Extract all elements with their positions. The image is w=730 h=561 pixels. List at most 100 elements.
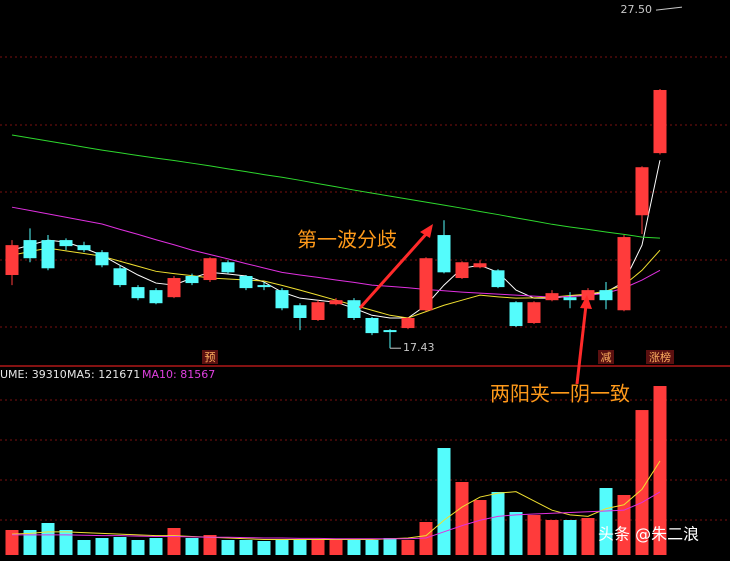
candle-body — [185, 276, 199, 284]
candle-body — [509, 302, 523, 327]
candle-body — [383, 330, 397, 333]
candle-body — [5, 245, 19, 276]
candle-body — [221, 262, 235, 273]
candle-body — [491, 270, 505, 288]
volume-bar — [473, 500, 487, 555]
legend-entry: UME: 39310 — [0, 368, 67, 381]
volume-bar — [95, 538, 109, 555]
volume-bar — [239, 540, 253, 555]
category-label: 预 — [205, 351, 216, 364]
candle-body — [347, 300, 361, 318]
ma-line — [11, 460, 661, 541]
grid — [0, 56, 730, 521]
annotation: 第一波分歧 — [297, 228, 397, 252]
candle-body — [23, 240, 37, 259]
volume-bar — [5, 530, 19, 555]
candle-body — [473, 263, 487, 268]
candle-body — [95, 252, 109, 266]
price-label: 17.43 — [403, 341, 435, 354]
arrow-head — [580, 295, 592, 309]
category-badge — [598, 350, 614, 364]
volume-bar — [59, 530, 73, 555]
annotation: 两阳夹一阴一致 — [490, 382, 630, 406]
candle-body — [617, 237, 631, 311]
volume-bar — [311, 540, 325, 555]
volume-bar — [365, 540, 379, 555]
volume-bar — [419, 522, 433, 555]
arrow — [358, 230, 430, 310]
category-badge — [646, 350, 674, 364]
candle-body — [275, 290, 289, 309]
candle-body — [401, 317, 415, 329]
arrow — [575, 304, 588, 385]
legend-entry: MA5: 121671 — [67, 368, 140, 381]
volume-bar — [131, 540, 145, 555]
volume-bar — [329, 540, 343, 555]
candle-body — [563, 297, 577, 301]
ma-line — [11, 247, 661, 319]
volume-bar — [509, 512, 523, 555]
volume-panel — [5, 386, 667, 555]
candle-body — [545, 293, 559, 301]
candle-body — [167, 278, 181, 298]
volume-bar — [581, 518, 595, 555]
volume-bar — [455, 482, 469, 555]
candle-body — [311, 302, 325, 321]
ma-line — [11, 206, 661, 298]
volume-bar — [293, 540, 307, 555]
candle-body — [455, 262, 469, 279]
volume-bar — [203, 535, 217, 555]
candle-body — [149, 290, 163, 304]
candle-body — [599, 290, 613, 301]
candle-body — [437, 235, 451, 273]
volume-bar — [563, 520, 577, 555]
price-pointer — [655, 6, 683, 11]
volume-bar — [347, 540, 361, 555]
volume-bar — [437, 448, 451, 555]
volume-bar — [167, 528, 181, 555]
category-label: 减 — [601, 351, 612, 364]
volume-bar — [257, 541, 271, 555]
volume-bar — [653, 386, 667, 555]
volume-bar — [149, 538, 163, 555]
candle-body — [239, 276, 253, 289]
candle-body — [419, 258, 433, 311]
candle-body — [203, 258, 217, 281]
candle-body — [131, 287, 145, 299]
candle-body — [329, 300, 343, 305]
candle-body — [41, 240, 55, 269]
ma-line — [11, 134, 661, 239]
price-label: 27.50 — [621, 3, 653, 16]
candle-body — [581, 290, 595, 301]
candle-body — [653, 89, 667, 154]
volume-bar — [545, 520, 559, 555]
volume-bar — [185, 538, 199, 555]
candle-body — [77, 245, 91, 251]
volume-bar — [23, 530, 37, 555]
volume-bar — [275, 540, 289, 555]
category-badge — [202, 350, 218, 364]
ma-line — [12, 491, 661, 540]
candle-body — [635, 167, 649, 216]
volume-bar — [401, 540, 415, 555]
volume-bar — [221, 540, 235, 555]
category-label: 涨榜 — [649, 350, 671, 364]
volume-bar — [527, 515, 541, 555]
volume-bar — [113, 537, 127, 555]
watermark: 头条 @朱二浪 — [598, 525, 699, 544]
volume-bar — [491, 492, 505, 555]
annotation-arrows — [358, 224, 592, 385]
volume-bar — [383, 538, 397, 555]
candle-body — [527, 302, 541, 324]
candle-body — [59, 240, 73, 247]
candle-body — [365, 317, 379, 334]
volume-bar — [77, 540, 91, 555]
price-panel: 预 减 涨榜 27.50 17.43 — [5, 3, 683, 364]
candle-body — [257, 285, 271, 288]
candle-body — [113, 268, 127, 286]
candle-body — [293, 305, 307, 318]
legend-entry: MA10: 81567 — [142, 368, 215, 381]
arrow-head — [420, 224, 433, 238]
